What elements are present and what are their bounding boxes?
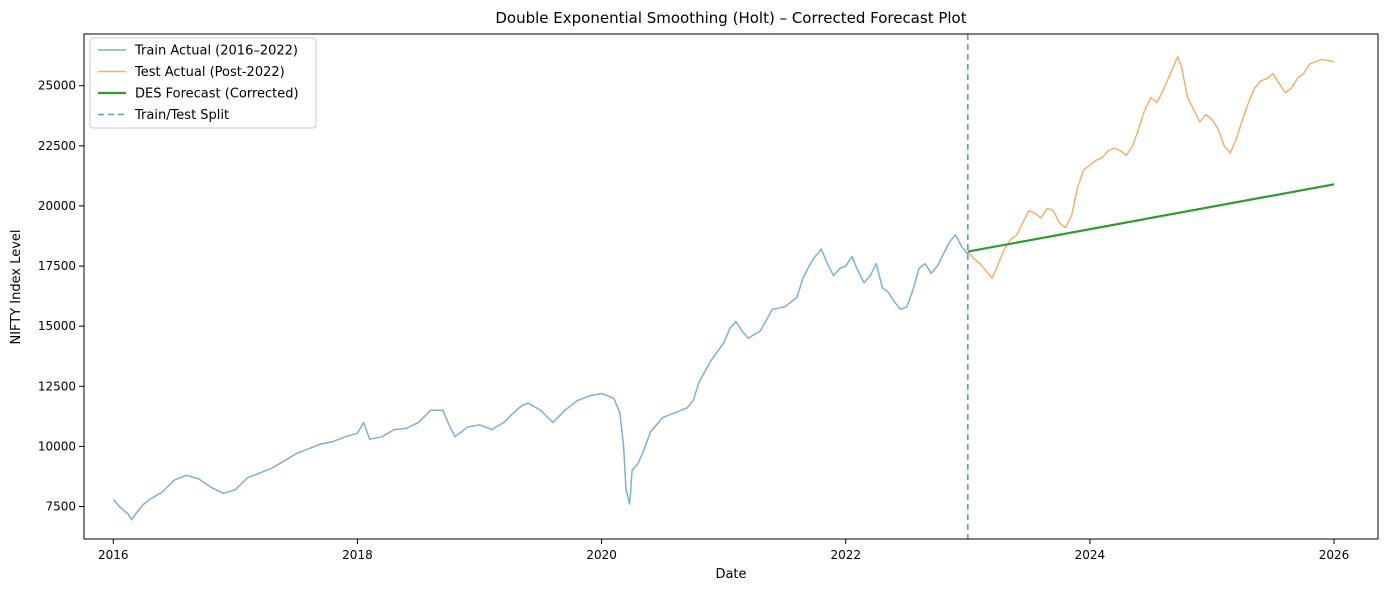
legend-label-des-forecast-corrected: DES Forecast (Corrected) [135, 87, 299, 102]
legend: Train Actual (2016–2022) Test Actual (Pos… [89, 37, 317, 129]
x-tick-label: 2022 [830, 548, 861, 562]
x-tick-label: 2020 [586, 548, 617, 562]
legend-entries: Train Actual (2016–2022) Test Actual (Pos… [98, 44, 299, 123]
plot-area [83, 33, 1379, 540]
legend-box [89, 37, 317, 129]
series-line-train-actual-2016-2022 [112, 234, 969, 521]
legend-label-test-actual-post-2022: Test Actual (Post-2022) [134, 65, 285, 80]
y-tick-label: 22500 [38, 139, 76, 153]
y-axis-ticks: 7500 10000 12500 15000 17500 20000 22500 25000 [38, 79, 84, 514]
series-line-test-actual-post-2022 [967, 56, 1335, 279]
x-tick-label: 2018 [342, 548, 373, 562]
x-axis-label: Date [715, 567, 746, 582]
y-tick-label: 10000 [38, 439, 76, 453]
x-tick-label: 2016 [98, 548, 129, 562]
y-tick-label: 12500 [38, 379, 76, 393]
x-axis-ticks: 2016 2018 2020 2022 2024 2026 [98, 539, 1349, 562]
y-tick-label: 17500 [38, 259, 76, 273]
y-tick-label: 15000 [38, 319, 76, 333]
series-line-des-forecast-corrected [967, 183, 1335, 253]
series-layer [112, 56, 1335, 521]
y-axis-label: NIFTY Index Level [9, 229, 24, 344]
y-tick-label: 20000 [38, 199, 76, 213]
plot-frame [83, 33, 1379, 540]
x-tick-label: 2026 [1319, 548, 1350, 562]
legend-label-train-actual-2016-2022: Train Actual (2016–2022) [134, 44, 298, 59]
y-tick-label: 7500 [45, 500, 76, 514]
chart-title: Double Exponential Smoothing (Holt) – Co… [495, 9, 966, 27]
y-tick-label: 25000 [38, 79, 76, 93]
legend-label-train-test-split: Train/Test Split [134, 108, 229, 123]
x-tick-label: 2024 [1075, 548, 1106, 562]
